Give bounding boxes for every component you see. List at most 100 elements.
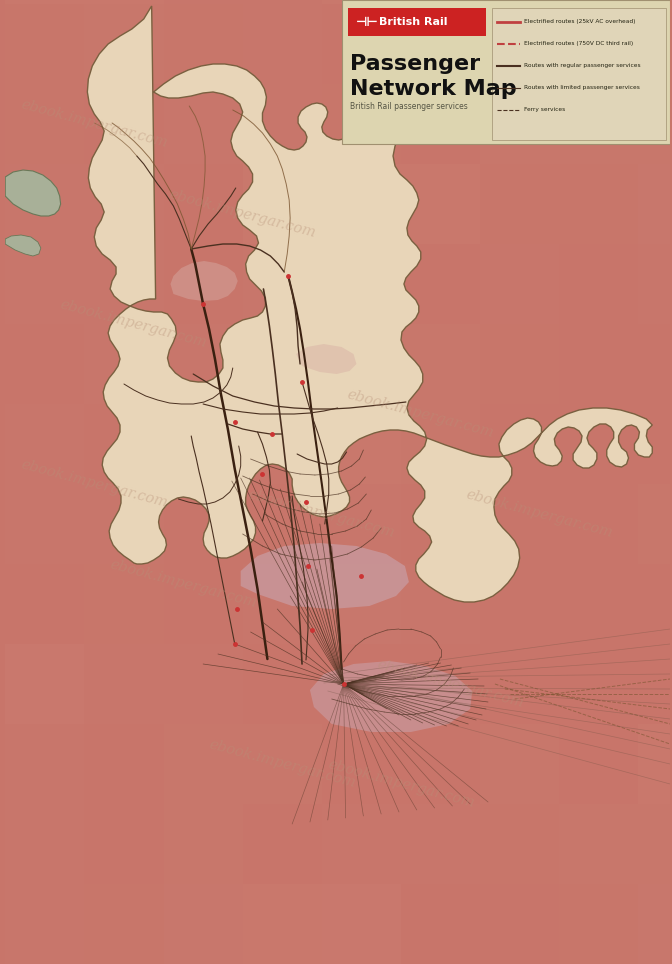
Bar <box>163 0 243 4</box>
Text: ebook.impergar.com: ebook.impergar.com <box>247 488 396 541</box>
Bar <box>243 4 322 84</box>
Bar <box>5 84 85 164</box>
Bar <box>85 4 163 84</box>
Bar <box>5 404 85 484</box>
Bar <box>5 4 85 84</box>
Bar <box>638 244 672 324</box>
Bar <box>638 884 672 964</box>
Bar <box>480 84 559 164</box>
Bar <box>638 0 672 4</box>
Bar <box>401 804 480 884</box>
Bar <box>5 244 85 324</box>
Bar <box>638 484 672 564</box>
Bar <box>559 0 638 4</box>
Bar <box>480 724 559 804</box>
Bar <box>243 564 322 644</box>
Polygon shape <box>171 261 238 301</box>
Polygon shape <box>5 235 41 256</box>
Bar <box>322 404 401 484</box>
Bar <box>401 484 480 564</box>
Bar <box>401 564 480 644</box>
Text: ebook.impergar.com: ebook.impergar.com <box>59 298 209 350</box>
Bar <box>559 244 638 324</box>
Bar <box>638 4 672 84</box>
Bar <box>322 804 401 884</box>
Bar <box>243 804 322 884</box>
Bar <box>638 804 672 884</box>
Bar <box>85 484 163 564</box>
Bar <box>243 324 322 404</box>
Bar <box>480 0 559 4</box>
Bar <box>243 644 322 724</box>
Bar <box>5 724 85 804</box>
Text: Network Map: Network Map <box>349 79 516 99</box>
Bar <box>5 164 85 244</box>
Bar <box>322 644 401 724</box>
Bar <box>559 564 638 644</box>
Text: British Rail: British Rail <box>379 17 448 27</box>
Bar <box>401 724 480 804</box>
Bar <box>5 324 85 404</box>
Text: ebook.impergar.com: ebook.impergar.com <box>346 388 496 441</box>
Bar <box>322 324 401 404</box>
Bar <box>401 84 480 164</box>
Bar <box>85 724 163 804</box>
Bar <box>341 0 670 144</box>
Bar <box>638 84 672 164</box>
Bar <box>163 484 243 564</box>
Polygon shape <box>296 344 356 374</box>
Bar <box>559 164 638 244</box>
Bar <box>347 8 486 36</box>
Bar <box>5 884 85 964</box>
Bar <box>480 404 559 484</box>
Bar <box>5 0 85 4</box>
Bar <box>480 644 559 724</box>
Bar <box>5 484 85 564</box>
Polygon shape <box>241 543 409 609</box>
Bar <box>85 0 163 4</box>
Bar <box>401 644 480 724</box>
Bar <box>559 84 638 164</box>
Bar <box>638 324 672 404</box>
Bar <box>559 404 638 484</box>
Bar <box>322 724 401 804</box>
Bar <box>243 0 322 4</box>
Bar <box>163 84 243 164</box>
Bar <box>85 404 163 484</box>
Bar <box>163 724 243 804</box>
Bar <box>480 244 559 324</box>
Bar <box>163 884 243 964</box>
Bar <box>559 804 638 884</box>
Text: Ferry services: Ferry services <box>523 108 565 113</box>
Text: ⊣⊢: ⊣⊢ <box>355 15 378 29</box>
Bar <box>322 244 401 324</box>
Text: ebook.impergar.com: ebook.impergar.com <box>376 657 526 710</box>
Bar <box>401 324 480 404</box>
Bar <box>243 484 322 564</box>
Bar <box>85 804 163 884</box>
Bar <box>85 644 163 724</box>
Bar <box>401 164 480 244</box>
Bar <box>322 0 401 4</box>
Text: Routes with limited passenger services: Routes with limited passenger services <box>523 86 640 91</box>
Bar <box>480 324 559 404</box>
Bar <box>243 404 322 484</box>
Bar <box>85 884 163 964</box>
Bar <box>5 644 85 724</box>
Bar <box>85 324 163 404</box>
Bar <box>322 164 401 244</box>
Bar <box>480 484 559 564</box>
Bar <box>638 644 672 724</box>
Bar <box>559 884 638 964</box>
Text: ebook.impergar.com: ebook.impergar.com <box>326 758 476 811</box>
Bar <box>163 404 243 484</box>
Bar <box>480 4 559 84</box>
Bar <box>243 164 322 244</box>
Bar <box>401 244 480 324</box>
Text: ebook.impergar.com: ebook.impergar.com <box>19 458 169 510</box>
Polygon shape <box>5 170 60 216</box>
Bar <box>480 884 559 964</box>
Text: ebook.impergar.com: ebook.impergar.com <box>168 188 318 240</box>
Bar <box>401 0 480 4</box>
Bar <box>243 84 322 164</box>
